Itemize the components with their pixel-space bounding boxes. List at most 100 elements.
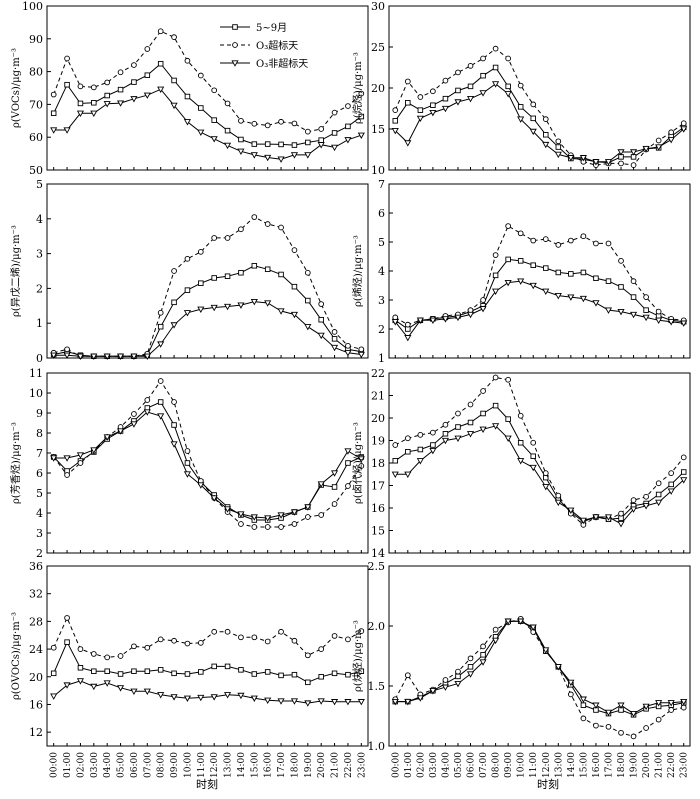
x-tick-label: 02:00 (416, 752, 426, 778)
y-tick-label: 7 (36, 447, 43, 460)
data-point (517, 440, 524, 446)
data-point (467, 401, 474, 408)
data-point (629, 506, 638, 513)
data-point (617, 308, 625, 316)
data-point (171, 399, 177, 405)
data-point (429, 109, 437, 117)
y-tick-label: 1 (378, 352, 385, 365)
data-point (455, 668, 461, 675)
data-point (492, 252, 499, 258)
data-point (317, 698, 325, 705)
data-point (542, 141, 550, 149)
data-point (344, 350, 352, 357)
data-point (116, 685, 125, 692)
y-tick-label: 3 (36, 248, 43, 261)
data-point (104, 79, 111, 86)
data-point (543, 265, 549, 271)
data-point (104, 92, 110, 99)
data-point (223, 142, 232, 150)
data-point (579, 517, 587, 525)
data-point (238, 136, 244, 143)
data-point (143, 688, 151, 696)
data-point (492, 45, 499, 52)
x-tick-label: 00:00 (50, 752, 60, 778)
x-tick-label: 16:00 (264, 752, 274, 778)
x-tick-label: 10:00 (183, 752, 193, 778)
x-axis-title-right: 时刻 (537, 777, 559, 791)
data-point (504, 91, 512, 98)
data-point (567, 679, 575, 687)
data-point (345, 483, 351, 489)
legend-label: O₃非超标天 (256, 57, 308, 70)
data-point (358, 346, 365, 353)
data-point (278, 224, 284, 231)
y-tick-label: 15 (371, 525, 385, 538)
x-tick-label: 20:00 (317, 752, 327, 778)
data-point (680, 120, 687, 127)
data-point (517, 230, 524, 237)
data-point (517, 458, 525, 465)
data-point (629, 149, 638, 156)
series-line (53, 301, 362, 357)
data-point (480, 55, 486, 62)
data-point (224, 628, 231, 635)
x-tick-label: 09:00 (504, 752, 514, 778)
plot-frame (388, 372, 691, 554)
data-point (592, 300, 600, 307)
data-point (171, 670, 177, 677)
data-point (358, 668, 365, 674)
data-point (517, 82, 524, 89)
data-point (211, 628, 218, 635)
data-point (144, 644, 151, 651)
data-point (171, 34, 177, 41)
data-point (91, 100, 97, 106)
x-tick-label: 22:00 (344, 752, 354, 778)
data-point (655, 716, 662, 723)
data-point (605, 278, 612, 284)
y-tick-label: 7 (378, 178, 385, 191)
data-point (344, 699, 352, 706)
data-point (144, 46, 151, 52)
data-point (197, 129, 205, 137)
data-point (331, 336, 338, 342)
data-point (357, 132, 365, 139)
data-point (130, 96, 138, 103)
data-point (517, 412, 524, 419)
data-point (157, 413, 165, 420)
data-point (542, 288, 550, 296)
data-point (618, 258, 624, 264)
data-point (157, 636, 164, 643)
data-point (250, 152, 258, 159)
data-point (197, 694, 205, 702)
data-point (357, 351, 365, 359)
data-point (416, 695, 424, 702)
y-tick-label: 80 (29, 66, 43, 79)
chart-panel: 0 1 2 3 4 5 ρ(异戊二烯)/μg·m⁻³ (9, 178, 369, 365)
data-point (345, 671, 351, 678)
data-point (345, 103, 351, 109)
chart-panel: 10 15 20 25 30 ρ(烷烃)/μg·m⁻³ (351, 0, 691, 177)
data-point (505, 416, 511, 422)
x-tick-label: 19:00 (630, 752, 640, 778)
data-point (604, 159, 613, 166)
data-point (655, 499, 663, 507)
data-point (529, 128, 537, 136)
data-point (617, 521, 625, 528)
chart-panel: 50 60 70 80 90 100 ρ(VOCs)/μg·m⁻³ 5~9月 O₃超标天 O₃非超… (11, 0, 369, 177)
series-line (395, 376, 685, 526)
data-point (430, 102, 436, 108)
plot-frame (46, 5, 369, 171)
x-tick-label: 04:00 (103, 752, 113, 778)
data-point (480, 410, 486, 417)
x-tick-label: 23:00 (680, 752, 690, 778)
data-point (237, 302, 245, 309)
data-point (237, 692, 245, 700)
data-point (224, 235, 231, 241)
data-point (442, 421, 449, 428)
data-point (238, 521, 244, 527)
data-point (429, 688, 437, 695)
data-point (117, 69, 124, 76)
data-point (76, 353, 85, 360)
data-point (442, 77, 449, 84)
data-point (250, 298, 258, 306)
